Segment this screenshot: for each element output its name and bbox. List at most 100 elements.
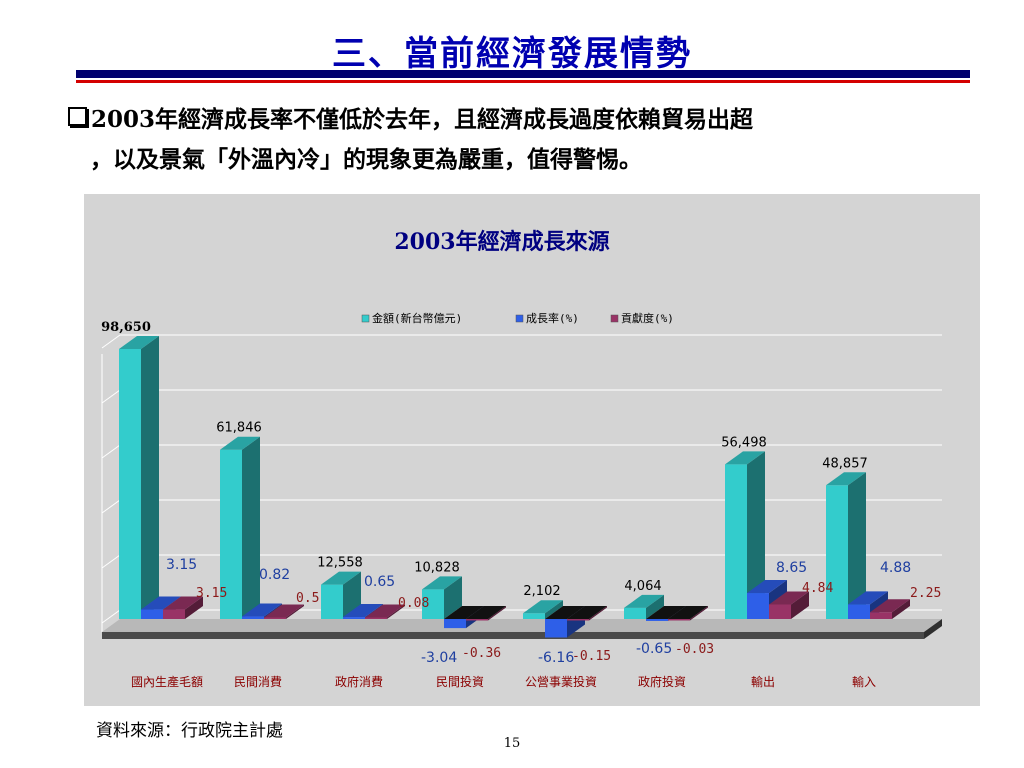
chart-title: 2003年經濟成長來源: [394, 229, 609, 255]
bars-layer: [119, 336, 910, 638]
data-label-amount: 98,650: [101, 320, 151, 335]
gridline-diagonal: [101, 334, 121, 349]
data-label-amount: 12,558: [317, 556, 363, 571]
bar-contribution-side: [185, 596, 203, 619]
data-label-amount: 10,828: [414, 560, 460, 575]
data-label-growth: 4.88: [880, 560, 911, 576]
bar-contribution: [365, 617, 387, 619]
gridline-diagonal: [101, 554, 121, 569]
bar-amount-side: [444, 576, 462, 619]
category-tick-label: 輸出: [751, 674, 775, 689]
title-rule-blue: [76, 70, 970, 78]
page-number: 15: [503, 736, 521, 751]
bar-growth: [444, 619, 466, 629]
data-label-amount: 2,102: [523, 584, 560, 599]
data-label-amount: 4,064: [624, 579, 661, 594]
bar-contribution-top: [870, 599, 910, 613]
bar-contribution-top: [163, 596, 203, 610]
bar-amount: [523, 613, 545, 619]
data-label-growth: 3.15: [166, 557, 197, 573]
bar-growth-top: [343, 604, 383, 618]
bar-contribution-top: [567, 606, 607, 619]
legend-label: 貢獻度(%): [621, 311, 674, 325]
bar-amount-side: [646, 594, 664, 619]
bar-growth: [747, 593, 769, 619]
bar-growth-top: [646, 606, 686, 619]
bar-contribution-top: [769, 591, 809, 605]
chart-legend: 金額(新台幣億元) 成長率(%) 貢獻度(%): [361, 311, 674, 325]
bar-amount-side: [343, 571, 361, 619]
bar-contribution: [870, 612, 892, 619]
data-label-amount: 61,846: [216, 421, 262, 436]
bar-contribution-top: [466, 606, 506, 619]
data-label-amount: 48,857: [822, 456, 868, 471]
bar-contribution-top: [365, 604, 405, 618]
data-label-contribution: 4.84: [802, 581, 833, 596]
bar-amount-top: [321, 571, 361, 585]
bar-amount: [119, 349, 141, 619]
data-label-contribution: -0.03: [675, 642, 714, 657]
bar-amount-top: [422, 576, 462, 590]
bullet-line-1: 2003年經濟成長率不僅低於去年，且經濟成長過度依賴貿易出超: [68, 100, 978, 140]
square-bullet-icon: [68, 107, 87, 126]
legend-swatch: [361, 314, 370, 323]
data-label-contribution: 3.15: [196, 586, 227, 601]
bar-contribution-side: [589, 606, 607, 621]
title-rule-red: [76, 80, 970, 83]
bar-growth: [646, 619, 668, 621]
bullet-text: 2003年經濟成長率不僅低於去年，且經濟成長過度依賴貿易出超 ，以及景氣「外溫內…: [68, 100, 978, 180]
bar-growth-top: [242, 603, 282, 617]
bar-growth-top: [747, 580, 787, 594]
bar-contribution-side: [690, 606, 708, 621]
bar-contribution-top: [264, 604, 304, 618]
bar-contribution-top: [668, 606, 708, 619]
bar-growth-top: [444, 606, 484, 619]
bar-amount-side: [545, 600, 563, 619]
bar-amount-side: [242, 436, 260, 619]
bar-amount: [826, 485, 848, 619]
bar-amount-side: [141, 336, 159, 619]
data-label-growth: 0.65: [364, 574, 395, 590]
category-tick-label: 公營事業投資: [525, 674, 597, 689]
bar-contribution: [668, 619, 690, 621]
source-note: 資料來源：行政院主計處: [96, 721, 283, 741]
chart-container: 98,650 3.15 3.15 國內生產毛額 61,846 0.82 0.5 民間消費 12,…: [84, 194, 980, 706]
category-tick-label: 民間消費: [234, 674, 282, 689]
data-label-growth: 0.82: [259, 567, 290, 583]
data-label-amount: 56,498: [721, 435, 767, 450]
data-label-contribution: -0.36: [462, 646, 501, 661]
bar-amount-top: [624, 594, 664, 608]
bar-contribution: [264, 617, 286, 619]
legend-label: 金額(新台幣億元): [372, 311, 462, 325]
bar-contribution: [567, 619, 589, 621]
data-label-growth: -0.65: [636, 641, 672, 657]
bar-amount-top: [119, 336, 159, 349]
bar-amount: [220, 449, 242, 619]
bar-amount-side: [747, 451, 765, 619]
bar-contribution-side: [892, 599, 910, 619]
bar-contribution: [769, 604, 791, 619]
data-label-growth: -3.04: [421, 650, 457, 666]
bar-growth: [545, 619, 567, 638]
data-label-growth: 8.65: [776, 560, 807, 576]
category-tick-label: 政府消費: [335, 674, 383, 689]
bar-amount-top: [826, 472, 866, 486]
data-label-contribution: 2.25: [910, 586, 941, 601]
bar-amount: [725, 464, 747, 619]
bar-contribution-side: [791, 591, 809, 619]
bar-growth-top: [141, 596, 181, 610]
floor-front: [102, 632, 924, 639]
bar-amount-side: [848, 472, 866, 619]
gridline-diagonal: [101, 609, 121, 624]
bar-growth: [343, 617, 365, 619]
bar-contribution-side: [387, 604, 405, 619]
bar-amount-top: [523, 600, 563, 614]
labels-layer: 98,650 3.15 3.15 國內生產毛額 61,846 0.82 0.5 民間消費 12,…: [101, 320, 941, 689]
data-label-contribution: 0.5: [296, 591, 319, 606]
bar-growth-top: [848, 591, 888, 605]
floor-top: [102, 619, 942, 632]
data-label-growth: -6.16: [538, 650, 574, 666]
gridline-diagonal: [101, 444, 121, 459]
gridline-diagonal: [101, 499, 121, 514]
category-tick-label: 政府投資: [638, 674, 686, 689]
